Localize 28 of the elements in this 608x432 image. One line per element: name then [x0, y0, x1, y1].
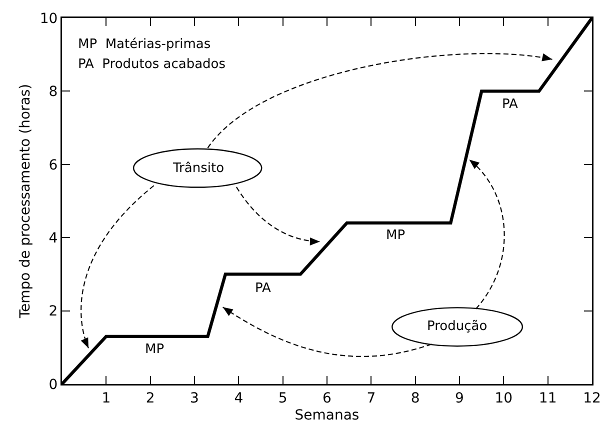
- annotation: PA Produtos acabados: [78, 57, 226, 72]
- annotation: MP: [386, 228, 406, 243]
- x-tick-label: 8: [410, 390, 420, 406]
- x-tick-label: 5: [278, 390, 288, 406]
- x-tick-label: 7: [366, 390, 376, 406]
- x-tick-label: 1: [102, 390, 111, 406]
- annotation: MP Matérias-primas: [78, 37, 211, 52]
- x-tick-label: 3: [190, 390, 199, 406]
- x-tick-label: 2: [146, 390, 155, 406]
- y-tick-label: 0: [48, 376, 58, 393]
- annotation: PA: [502, 97, 518, 112]
- y-tick-label: 10: [40, 10, 58, 27]
- y-tick-label: 6: [48, 157, 58, 174]
- x-tick-label: 10: [494, 390, 513, 406]
- x-tick-label: 4: [234, 390, 244, 406]
- annotation: PA: [255, 281, 272, 296]
- x-tick-label: 6: [322, 390, 332, 406]
- x-tick-label: 9: [455, 390, 464, 406]
- x-axis-title: Semanas: [294, 407, 360, 424]
- y-tick-label: 4: [48, 230, 58, 246]
- x-tick-label: 12: [583, 390, 601, 406]
- y-axis-title: Tempo de processamento (horas): [18, 84, 34, 320]
- x-tick-label: 11: [538, 390, 557, 406]
- annotation: Trânsito: [172, 161, 224, 176]
- annotation: MP: [145, 342, 164, 357]
- y-tick-label: 8: [48, 84, 58, 100]
- annotation: Produção: [427, 319, 488, 334]
- y-tick-label: 2: [48, 304, 58, 320]
